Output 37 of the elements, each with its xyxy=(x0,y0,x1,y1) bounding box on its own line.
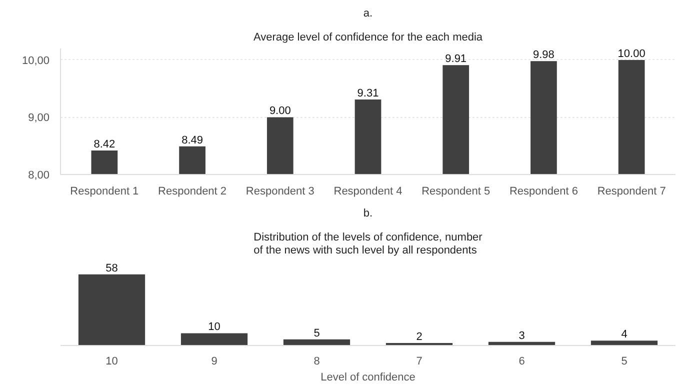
data-label: 10.00 xyxy=(618,48,646,60)
x-tick-label: Respondent 4 xyxy=(334,186,402,198)
y-tick-label: 9,00 xyxy=(28,112,50,124)
bar xyxy=(180,333,248,346)
chart-subtitle: Distribution of the levels of confidence, number of the news with such level by all respondents xyxy=(254,231,483,256)
x-tick-label: Respondent 1 xyxy=(70,186,139,198)
data-label: 10 xyxy=(208,321,220,334)
bar xyxy=(590,340,658,346)
x-tick-label: 9 xyxy=(211,356,218,368)
x-tick-label: 8 xyxy=(314,356,320,368)
x-tick-label: Respondent 6 xyxy=(509,186,578,198)
x-tick-label: Respondent 2 xyxy=(158,186,227,198)
x-tick-label: 5 xyxy=(621,356,628,368)
x-tick-label: Respondent 5 xyxy=(422,186,490,198)
y-tick-label: 8,00 xyxy=(28,170,50,182)
data-label: 5 xyxy=(314,327,320,340)
y-tick-label: 10,00 xyxy=(22,54,50,67)
bar xyxy=(78,274,146,346)
data-label: 8.42 xyxy=(94,138,116,150)
data-label: 2 xyxy=(416,331,422,344)
chart-subtitle: Average level of confidence for the each media xyxy=(253,32,484,44)
x-axis-title: Level of confidence xyxy=(320,372,416,384)
data-label: 58 xyxy=(106,262,118,274)
data-label: 9.91 xyxy=(445,53,467,66)
data-label: 8.49 xyxy=(182,134,204,146)
x-tick-label: 10 xyxy=(106,356,118,368)
data-label: 9.00 xyxy=(269,105,291,118)
x-tick-label: Respondent 3 xyxy=(246,186,314,198)
chart-title: b. xyxy=(363,208,373,220)
x-tick-label: Respondent 7 xyxy=(597,186,666,198)
x-tick-label: 7 xyxy=(416,356,422,368)
x-tick-label: 6 xyxy=(518,356,525,368)
data-label: 4 xyxy=(621,328,628,341)
data-label: 3 xyxy=(518,330,525,342)
data-label: 9.31 xyxy=(357,87,379,100)
chart-title: a. xyxy=(363,8,373,20)
data-label: 9.98 xyxy=(533,49,554,62)
